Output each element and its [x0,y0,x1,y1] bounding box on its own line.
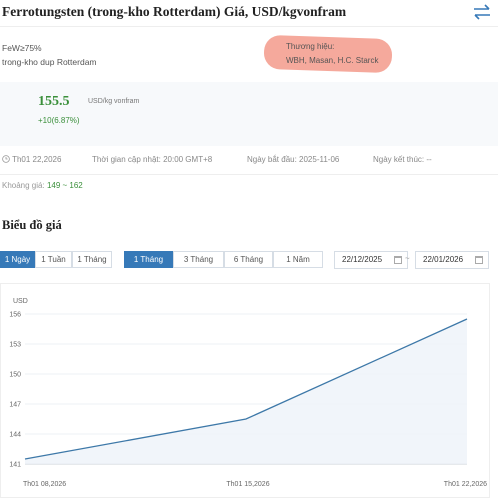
y-axis-label: USD [13,298,28,305]
meta-row: Th01 22,2026 Thời gian cập nhật: 20:00 G… [0,155,498,169]
tab-1-day[interactable]: 1 Ngày [0,251,35,268]
price-range: Khoảng giá: 149 ~ 162 [2,181,83,190]
page-title: Ferrotungsten (trong-kho Rotterdam) Giá,… [2,4,347,19]
price-chart-svg: USD 141 144 147 150 153 156 Th01 08,2026 Th01 15… [9,298,487,488]
start-date: Ngày bắt đầu: 2025-11-06 [247,155,340,164]
clock-icon [2,155,10,163]
y-tick-label: 153 [9,342,21,349]
spec-grade: FeW≥75% [2,43,42,53]
x-tick-label: Th01 15,2026 [226,481,269,488]
price-change: +10(6.87%) [38,116,80,125]
price-panel: 155.5 USD/kg vonfram +10(6.87%) [0,82,498,146]
y-tick-label: 147 [9,402,21,409]
brand-value: WBH, Masan, H.C. Starck [286,56,379,65]
title-bar: Ferrotungsten (trong-kho Rotterdam) Giá,… [0,0,498,26]
y-tick-label: 144 [9,432,21,439]
tab-1-month[interactable]: 1 Tháng [72,251,112,268]
range-3-months[interactable]: 3 Tháng [173,251,224,268]
series-line [24,318,468,460]
date-separator: ~ [405,254,410,263]
x-tick-label: Th01 22,2026 [444,481,487,488]
brand-label: Thương hiệu: [286,42,335,51]
series-area [25,319,467,464]
range-label: Khoảng giá: [2,181,45,190]
range-1-year[interactable]: 1 Năm [273,251,323,268]
chart-section-title: Biểu đồ giá [2,218,62,232]
x-tick-label: Th01 08,2026 [23,481,66,488]
date-from-value: 22/12/2025 [342,255,383,264]
price-unit: USD/kg vonfram [88,98,140,105]
price-date-text: Th01 22,2026 [12,155,62,164]
price-chart: USD 141 144 147 150 153 156 Th01 08,2026 Th01 15… [0,283,490,498]
price-date: Th01 22,2026 [2,155,61,164]
y-tick-label: 156 [9,312,21,319]
y-tick-label: 150 [9,372,21,379]
calendar-icon[interactable] [475,256,483,264]
tab-1-week[interactable]: 1 Tuần [35,251,72,268]
end-date: Ngày kết thúc: -- [373,155,432,164]
range-value: 149 ~ 162 [46,181,83,190]
y-tick-label: 141 [9,462,21,469]
meta-divider [0,174,498,175]
date-to-value: 22/01/2026 [423,255,464,264]
header-divider [0,26,498,27]
update-time: Thời gian cập nhật: 20:00 GMT+8 [92,155,213,164]
product-spec: FeW≥75% trong-kho dup Rotterdam [2,41,97,69]
spec-location: trong-kho dup Rotterdam [2,57,97,67]
range-6-months[interactable]: 6 Tháng [224,251,273,268]
current-price: 155.5 [38,94,70,109]
range-1-month[interactable]: 1 Tháng [124,251,173,268]
calendar-icon[interactable] [394,256,402,264]
date-to-input[interactable]: 22/01/2026 [415,251,489,269]
swap-arrows-icon[interactable] [472,4,492,20]
date-from-input[interactable]: 22/12/2025 [334,251,408,269]
brand-block: Thương hiệu: WBH, Masan, H.C. Starck [263,34,394,74]
